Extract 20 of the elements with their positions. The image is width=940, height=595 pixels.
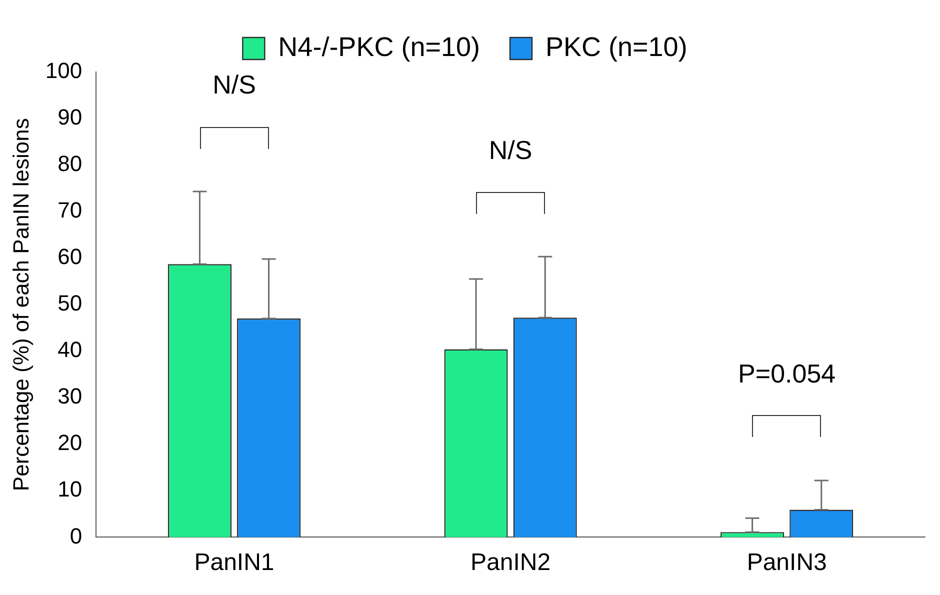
y-tick-label: 10 bbox=[58, 476, 82, 502]
y-tick-label: 100 bbox=[45, 58, 82, 84]
y-axis-title: Percentage (%) of each PanIN lesions bbox=[8, 118, 34, 492]
x-tick-label: PanIN1 bbox=[194, 549, 274, 576]
annotation: P=0.054 bbox=[738, 358, 836, 389]
annotation: N/S bbox=[488, 134, 532, 165]
y-tick-label: 80 bbox=[58, 151, 82, 176]
y-tick-label: 90 bbox=[58, 104, 82, 130]
x-tick-label: PanIN3 bbox=[746, 549, 827, 576]
y-tick-label: 0 bbox=[70, 523, 82, 548]
legend-label: N4-/-PKC (n=10) bbox=[278, 32, 480, 62]
legend-label: PKC (n=10) bbox=[546, 32, 688, 62]
y-tick-label: 60 bbox=[58, 244, 82, 270]
y-tick-label: 30 bbox=[58, 384, 82, 409]
y-tick-label: 40 bbox=[58, 337, 82, 362]
y-tick-label: 50 bbox=[58, 290, 82, 316]
y-tick-label: 20 bbox=[58, 430, 82, 456]
annotation: N/S bbox=[212, 70, 256, 100]
x-tick-label: PanIN2 bbox=[470, 549, 551, 576]
y-tick-label: 70 bbox=[58, 198, 82, 223]
